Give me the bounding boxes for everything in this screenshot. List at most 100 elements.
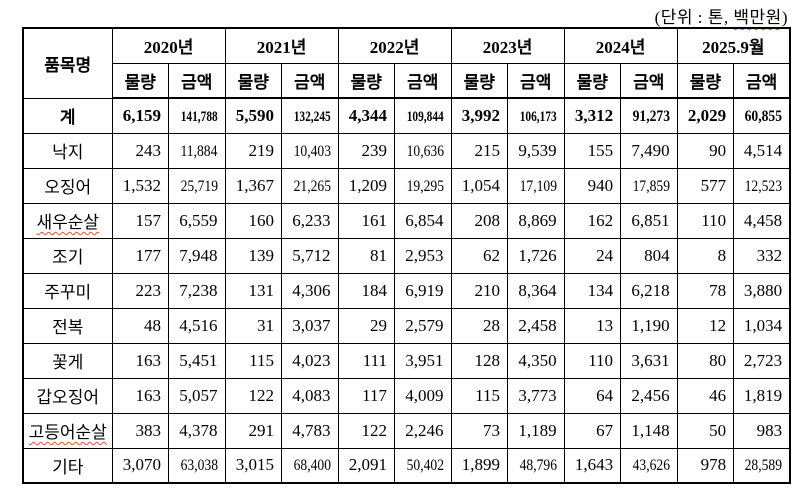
value-text: 7,948 bbox=[179, 245, 218, 265]
amount-value-cell: 63,038 bbox=[168, 447, 226, 484]
value-text: 161 bbox=[361, 210, 388, 230]
value-text: 6,233 bbox=[292, 210, 331, 230]
value-text: 110 bbox=[588, 350, 614, 370]
value-text: 63,038 bbox=[180, 457, 218, 475]
value-text: 10,403 bbox=[293, 142, 331, 160]
value-text: 4,458 bbox=[743, 210, 783, 230]
value-text: 184 bbox=[361, 280, 388, 300]
value-text: 7,490 bbox=[631, 140, 670, 160]
value-text: 215 bbox=[474, 140, 501, 160]
value-text: 7,238 bbox=[179, 280, 218, 300]
amount-value-cell: 1,726 bbox=[507, 237, 565, 274]
year-header-2023: 2023년 bbox=[450, 27, 565, 64]
value-text: 17,109 bbox=[519, 177, 557, 195]
value-text: 28 bbox=[483, 315, 501, 335]
quantity-value-cell: 5,590 bbox=[224, 97, 283, 134]
amount-header: 금액 bbox=[394, 62, 452, 99]
quantity-value-cell: 110 bbox=[563, 342, 622, 379]
value-text: 21,265 bbox=[293, 177, 331, 195]
quantity-value-cell: 64 bbox=[563, 377, 622, 414]
value-text: 12 bbox=[709, 315, 727, 335]
value-text: 1,148 bbox=[631, 420, 670, 440]
amount-value-cell: 17,859 bbox=[620, 167, 678, 204]
quantity-value-cell: 2,091 bbox=[337, 447, 396, 484]
quantity-value-cell: 29 bbox=[337, 307, 396, 344]
value-text: 1,190 bbox=[631, 315, 670, 335]
table-body: 계 6,159 141,788 5,590 132,245 4,344 109,844 3,9… bbox=[22, 97, 791, 484]
amount-value-cell: 25,719 bbox=[168, 167, 226, 204]
table-row: 조기 177 7,948 139 5,712 81 2,953 62 1,726 24 804 8 33… bbox=[22, 237, 791, 274]
quantity-value-cell: 1,209 bbox=[337, 167, 396, 204]
value-text: 31 bbox=[257, 315, 275, 335]
value-text: 1,209 bbox=[348, 175, 388, 195]
value-text: 2,456 bbox=[631, 385, 670, 405]
quantity-value-cell: 160 bbox=[224, 202, 283, 239]
amount-value-cell: 3,773 bbox=[507, 377, 565, 414]
quantity-value-cell: 73 bbox=[450, 412, 509, 449]
value-text: 3,951 bbox=[405, 350, 444, 370]
item-name-cell: 새우순살 bbox=[22, 202, 113, 239]
value-text: 4,350 bbox=[518, 350, 557, 370]
amount-value-cell: 12,523 bbox=[733, 167, 791, 204]
amount-value-cell: 6,233 bbox=[281, 202, 339, 239]
table-row: 낙지 243 11,884 219 10,403 239 10,636 215 9,539 155… bbox=[22, 132, 791, 169]
value-text: 139 bbox=[248, 245, 275, 265]
value-text: 5,451 bbox=[179, 350, 218, 370]
value-text: 155 bbox=[587, 140, 614, 160]
table-row: 전복 48 4,516 31 3,037 29 2,579 28 2,458 13 1,190 12 1… bbox=[22, 307, 791, 344]
value-text: 73 bbox=[483, 420, 501, 440]
item-column-header: 품목명 bbox=[22, 27, 113, 99]
value-text: 4,083 bbox=[292, 385, 331, 405]
value-text: 8,364 bbox=[518, 280, 557, 300]
quantity-value-cell: 13 bbox=[563, 307, 622, 344]
value-text: 1,367 bbox=[235, 175, 275, 195]
quantity-header: 물량 bbox=[450, 62, 509, 99]
amount-value-cell: 11,884 bbox=[168, 132, 226, 169]
value-text: 3,015 bbox=[235, 455, 275, 475]
quantity-value-cell: 940 bbox=[563, 167, 622, 204]
value-text: 109,844 bbox=[406, 108, 444, 125]
amount-value-cell: 4,378 bbox=[168, 412, 226, 449]
value-text: 2,953 bbox=[405, 245, 444, 265]
value-text: 3,037 bbox=[292, 315, 331, 335]
value-text: 128 bbox=[474, 350, 501, 370]
quantity-value-cell: 239 bbox=[337, 132, 396, 169]
value-text: 25,719 bbox=[180, 177, 218, 195]
value-text: 8,869 bbox=[518, 210, 557, 230]
table-row: 갑오징어 163 5,057 122 4,083 117 4,009 115 3,773 64 2,… bbox=[22, 377, 791, 414]
item-name-label: 계 bbox=[59, 108, 76, 127]
amount-value-cell: 6,851 bbox=[620, 202, 678, 239]
quantity-value-cell: 1,899 bbox=[450, 447, 509, 484]
value-text: 4,514 bbox=[743, 140, 783, 160]
quantity-value-cell: 2,029 bbox=[676, 97, 735, 134]
amount-value-cell: 2,458 bbox=[507, 307, 565, 344]
amount-value-cell: 804 bbox=[620, 237, 678, 274]
quantity-value-cell: 78 bbox=[676, 272, 735, 309]
value-text: 12,523 bbox=[744, 177, 783, 195]
value-text: 2,458 bbox=[518, 315, 557, 335]
value-text: 8 bbox=[717, 245, 727, 265]
item-name-label: 꽃게 bbox=[52, 353, 84, 372]
item-name-label: 낙지 bbox=[52, 143, 84, 162]
quantity-value-cell: 291 bbox=[224, 412, 283, 449]
value-text: 2,029 bbox=[687, 105, 727, 125]
value-text: 2,723 bbox=[743, 350, 783, 370]
value-text: 3,312 bbox=[574, 105, 614, 125]
value-text: 4,023 bbox=[292, 350, 331, 370]
value-text: 983 bbox=[756, 420, 783, 440]
value-text: 163 bbox=[135, 385, 162, 405]
table-row: 주꾸미 223 7,238 131 4,306 184 6,919 210 8,364 134 6,… bbox=[22, 272, 791, 309]
amount-value-cell: 43,626 bbox=[620, 447, 678, 484]
quantity-value-cell: 8 bbox=[676, 237, 735, 274]
amount-value-cell: 10,636 bbox=[394, 132, 452, 169]
value-text: 117 bbox=[362, 385, 388, 405]
value-text: 6,919 bbox=[405, 280, 444, 300]
value-text: 134 bbox=[587, 280, 614, 300]
amount-value-cell: 3,951 bbox=[394, 342, 452, 379]
quantity-value-cell: 3,015 bbox=[224, 447, 283, 484]
item-name-cell: 기타 bbox=[22, 447, 113, 484]
quantity-value-cell: 155 bbox=[563, 132, 622, 169]
item-name-cell: 낙지 bbox=[22, 132, 113, 169]
amount-value-cell: 10,403 bbox=[281, 132, 339, 169]
value-text: 24 bbox=[596, 245, 614, 265]
